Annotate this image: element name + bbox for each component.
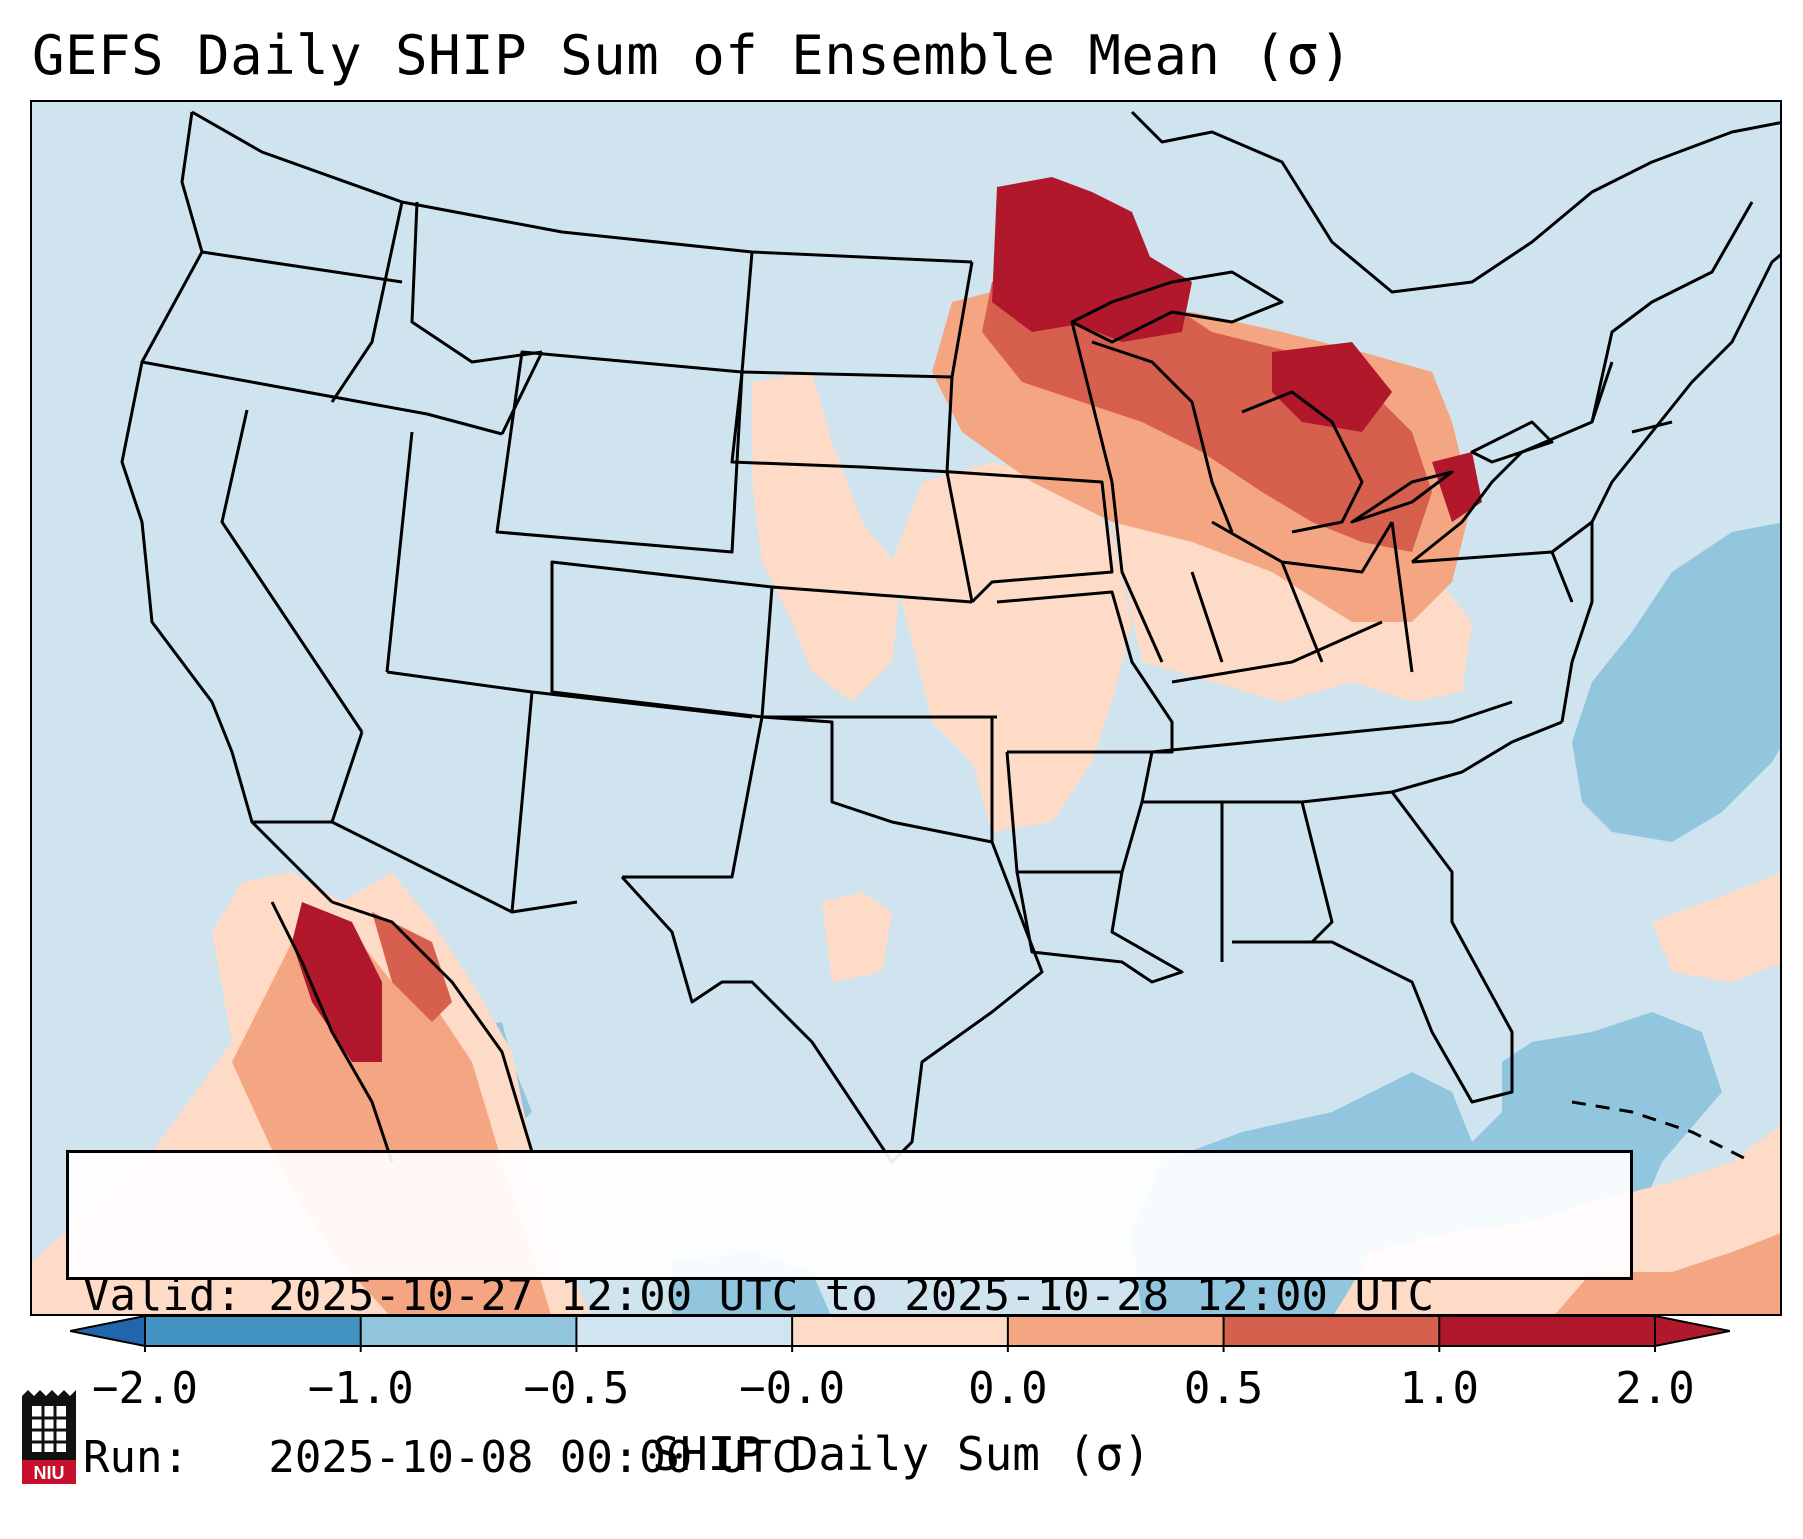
iowa-box	[951, 470, 1114, 604]
idaho-east	[410, 201, 543, 364]
colorbar-segment	[145, 1316, 362, 1346]
colorbar-segment	[576, 1316, 793, 1346]
colorbar-extend-low	[70, 1316, 145, 1346]
colorbar-segments	[145, 1316, 1656, 1346]
east-coast	[1560, 253, 1780, 723]
colorbar-segment	[1439, 1316, 1656, 1346]
new-england	[1590, 201, 1754, 434]
colorbar-tick-label: 0.5	[1183, 1363, 1264, 1414]
illinois-indiana	[1110, 481, 1394, 663]
run-time-line: Run: 2025-10-08 00:00 UTC	[83, 1432, 799, 1483]
colorbar-tick-label: 0.0	[968, 1363, 1048, 1414]
north-dakota	[740, 251, 953, 379]
sonora-high-region	[372, 912, 452, 1022]
colorbar-segment	[1223, 1316, 1440, 1346]
michigan-very-high-region	[1272, 342, 1392, 432]
state-borders	[120, 110, 1780, 1164]
canada-border	[191, 110, 973, 264]
texas-outline	[620, 841, 1044, 1164]
colorbar-tick-label: −0.0	[739, 1363, 846, 1414]
louisiana	[1015, 871, 1184, 984]
caribbean-moderate-region	[1555, 1233, 1780, 1314]
nebraska-low-region	[752, 372, 902, 702]
carolinas	[1391, 720, 1563, 794]
map-panel[interactable]	[30, 100, 1782, 1316]
colorbar-tick-label: −0.5	[523, 1363, 630, 1414]
mexico-border	[331, 900, 534, 1153]
wyoming-box	[495, 350, 744, 554]
central-plains-low-region	[892, 462, 1132, 832]
gulf-of-california-very-high-region	[292, 902, 382, 1062]
colorbar-extend-high	[1655, 1316, 1730, 1346]
valid-time-line: Valid: 2025-10-27 12:00 UTC to 2025-10-2…	[83, 1270, 1435, 1321]
wisconsin-michigan	[1070, 321, 1364, 534]
west-coast	[120, 111, 334, 904]
south-dakota-south	[730, 371, 953, 474]
colorbar-segment	[792, 1316, 1009, 1346]
nevada-east	[220, 409, 364, 733]
chart-title: GEFS Daily SHIP Sum of Ensemble Mean (σ)	[32, 24, 1353, 87]
oklahoma	[761, 715, 994, 844]
lake-superior	[1070, 270, 1284, 344]
california-north	[141, 360, 503, 436]
montana-south	[500, 351, 544, 435]
tennessee-kentucky	[1151, 620, 1513, 754]
mississippi-alabama	[1142, 800, 1334, 962]
utah-west	[385, 431, 414, 673]
pennsylvania-very-high-region	[1432, 452, 1482, 522]
atlantic-negative-region	[1572, 522, 1780, 842]
colorbar-label: SHIP Daily Sum (σ)	[652, 1427, 1151, 1481]
minnesota-west	[945, 471, 974, 603]
colorbar-tick-label: 2.0	[1615, 1363, 1695, 1414]
oregon-north	[201, 250, 403, 284]
svg-text:NIU: NIU	[34, 1463, 65, 1483]
colorbar-tick-label: −2.0	[92, 1363, 198, 1414]
colorbar-tick-label: 1.0	[1399, 1363, 1480, 1414]
validity-info-box: Valid: 2025-10-27 12:00 UTC to 2025-10-2…	[66, 1150, 1633, 1483]
colorbar-segment	[360, 1316, 577, 1346]
map-canvas	[32, 110, 1780, 1314]
atlantic-low-region	[1652, 873, 1780, 982]
lake-ontario	[1470, 420, 1554, 464]
idaho-west	[330, 201, 404, 403]
colorbar-tick-label: −1.0	[307, 1363, 414, 1414]
niu-logo: NIU	[22, 1390, 76, 1484]
nebraska-south	[771, 585, 973, 604]
lake-erie	[1350, 470, 1454, 524]
lake-superior-very-high-region	[1072, 252, 1192, 342]
baja-peninsula	[270, 901, 394, 1163]
dakota-border	[945, 261, 974, 473]
texas-low-region	[822, 892, 892, 982]
hudson-bay-coast	[1130, 110, 1780, 294]
colorbar	[70, 1316, 1730, 1352]
colorbar-segment	[1007, 1316, 1225, 1346]
new-mexico	[510, 691, 764, 913]
colorado-box	[550, 560, 774, 719]
arizona-south	[330, 731, 578, 914]
georgia-florida	[1232, 790, 1514, 1104]
missouri	[996, 590, 1174, 754]
cuba	[1571, 1100, 1753, 1164]
